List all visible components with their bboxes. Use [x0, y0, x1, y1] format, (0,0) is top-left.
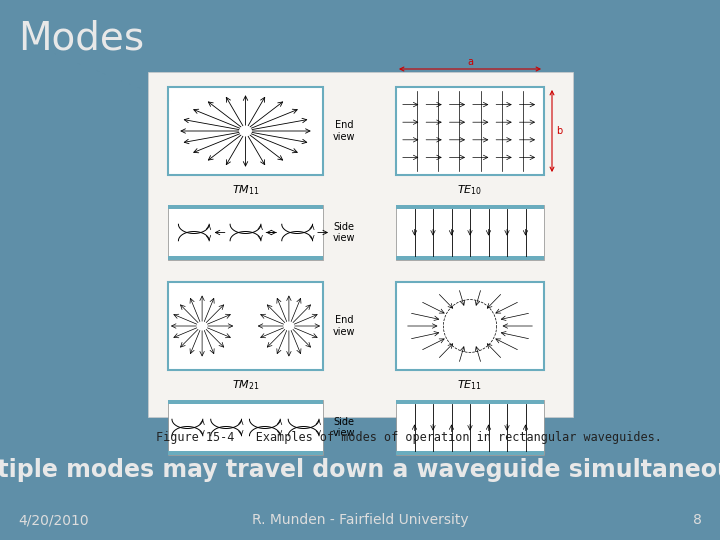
Bar [396, 256, 544, 260]
Text: Figure 15-4   Examples of modes of operation in rectangular waveguides.: Figure 15-4 Examples of modes of operati… [156, 431, 662, 444]
Text: $TM_{21}$: $TM_{21}$ [232, 378, 259, 392]
Bar [168, 256, 323, 260]
Bar [396, 205, 544, 260]
Text: $TM_{11}$: $TM_{11}$ [232, 183, 259, 197]
Bar [168, 400, 323, 404]
Text: 4/20/2010: 4/20/2010 [18, 513, 89, 527]
Bar [168, 205, 323, 209]
Bar [148, 72, 573, 417]
Bar [396, 87, 544, 175]
Text: Side
view: Side view [333, 222, 355, 244]
Bar [396, 205, 544, 209]
Bar [396, 282, 544, 370]
Text: Multiple modes may travel down a waveguide simultaneously: Multiple modes may travel down a wavegui… [0, 458, 720, 482]
Bar [168, 282, 323, 370]
Text: a: a [467, 57, 473, 67]
Text: R. Munden - Fairfield University: R. Munden - Fairfield University [252, 513, 468, 527]
Text: $TE_{10}$: $TE_{10}$ [457, 183, 482, 197]
Bar [396, 400, 544, 455]
Bar [396, 400, 544, 404]
Bar [168, 87, 323, 175]
Text: End
view: End view [333, 315, 355, 337]
Text: $TE_{11}$: $TE_{11}$ [457, 378, 482, 392]
Bar [168, 400, 323, 455]
Text: Side
view: Side view [333, 417, 355, 438]
Text: 8: 8 [693, 513, 702, 527]
Text: End
view: End view [333, 120, 355, 142]
Bar [168, 451, 323, 455]
Bar [168, 205, 323, 260]
Text: b: b [556, 126, 562, 136]
Bar [396, 451, 544, 455]
Text: Modes: Modes [18, 19, 144, 57]
